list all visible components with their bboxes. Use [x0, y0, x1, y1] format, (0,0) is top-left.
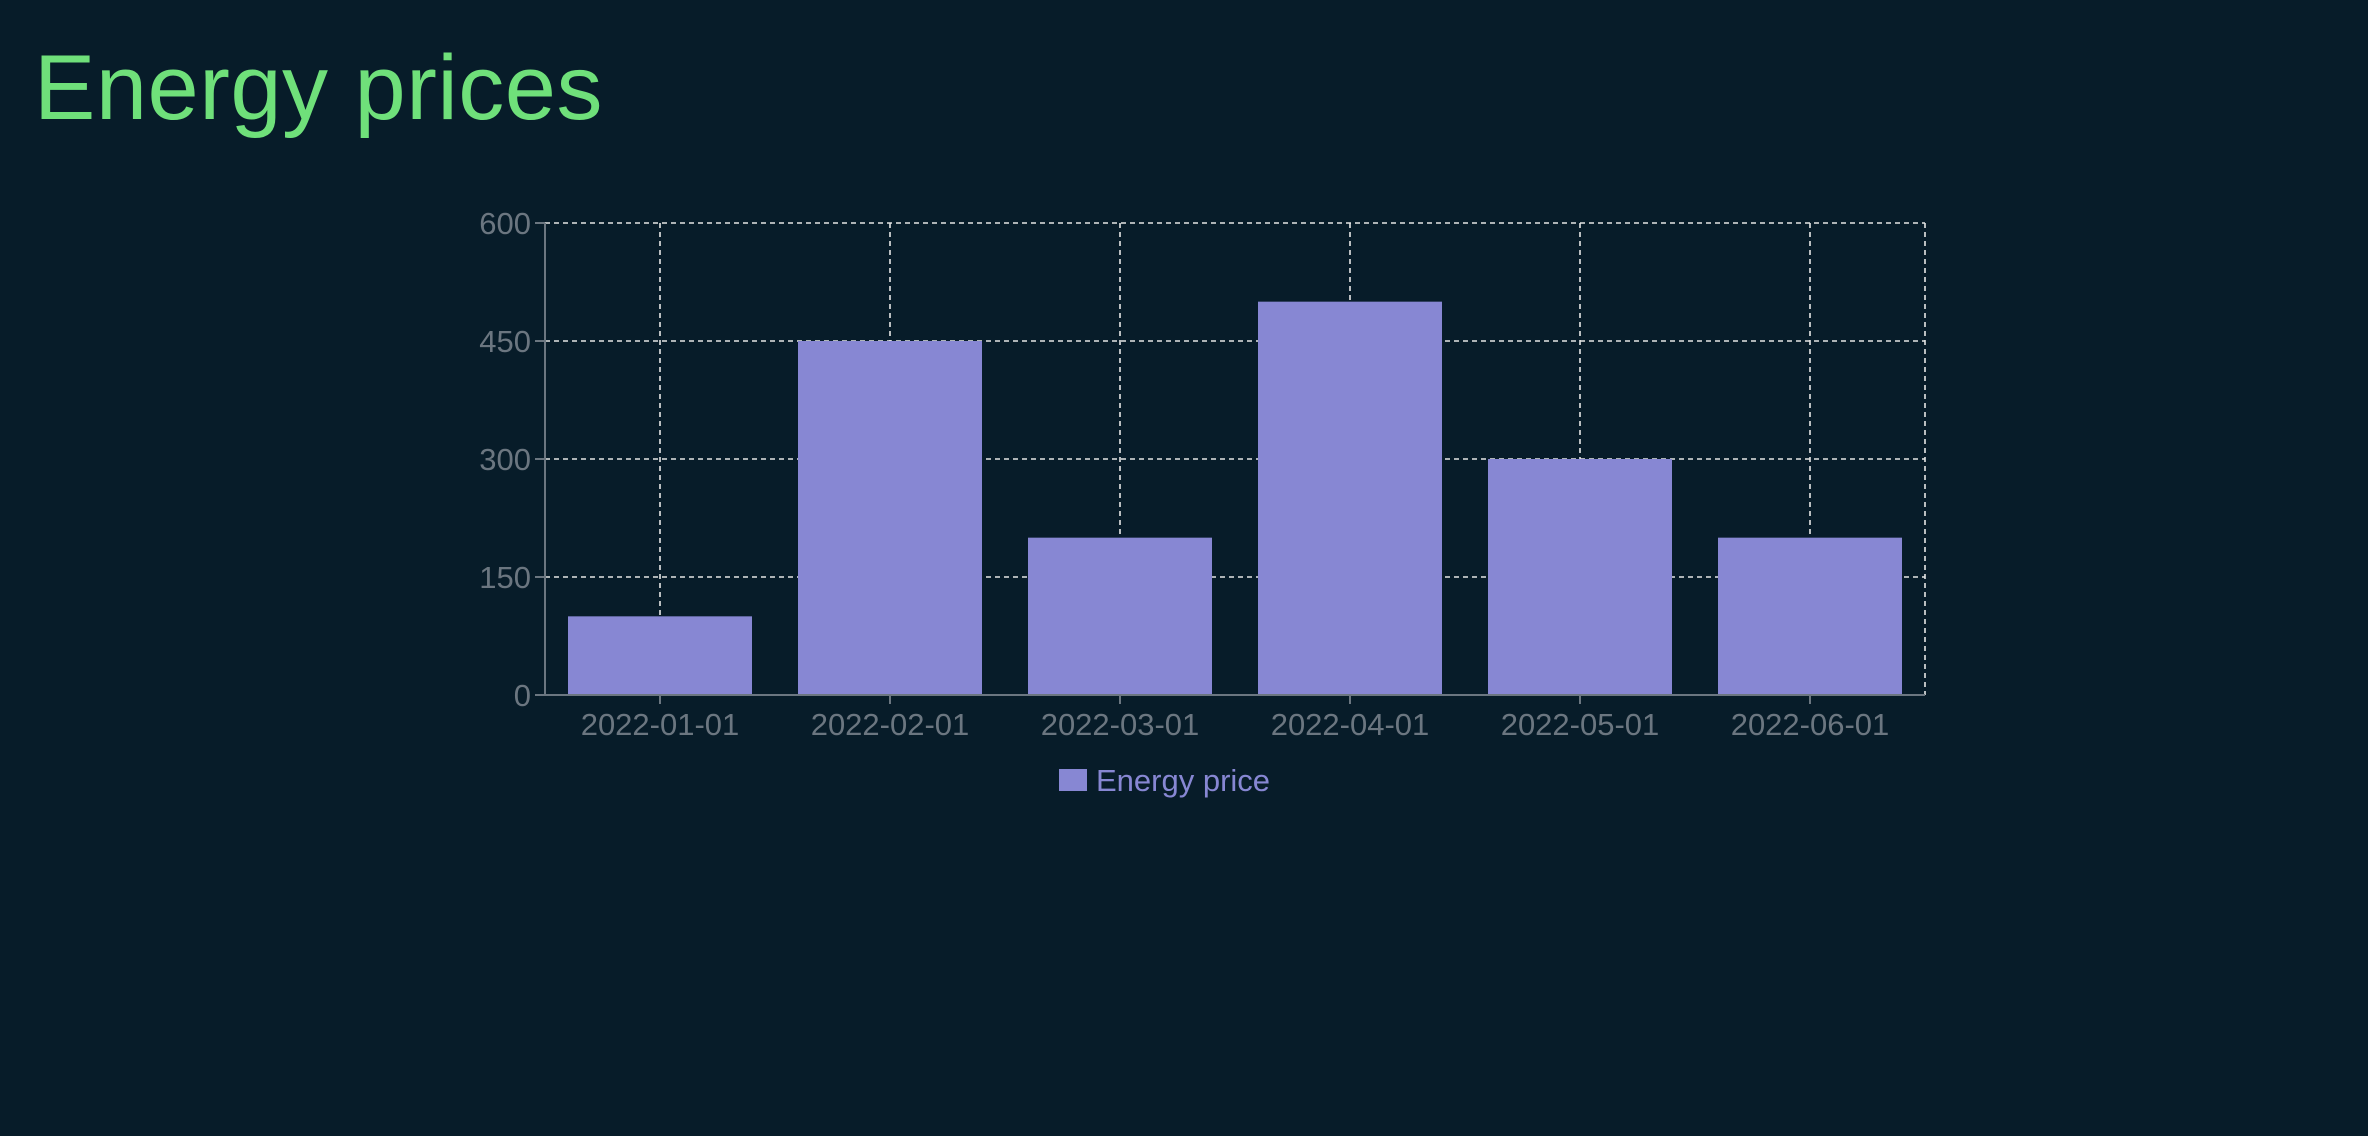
x-tick-label: 2022-06-01: [1731, 707, 1890, 742]
y-tick-label: 600: [479, 206, 531, 241]
x-tick-label: 2022-03-01: [1041, 707, 1200, 742]
x-tick-label: 2022-05-01: [1501, 707, 1660, 742]
y-tick-label: 0: [514, 678, 531, 713]
bar: [1488, 459, 1672, 695]
bar: [1028, 537, 1212, 695]
bar: [1718, 537, 1902, 695]
x-tick-label: 2022-02-01: [811, 707, 970, 742]
y-tick-label: 150: [479, 560, 531, 595]
y-tick-label: 450: [479, 324, 531, 359]
bar: [798, 341, 982, 695]
y-tick-label: 300: [479, 442, 531, 477]
bar: [1258, 301, 1442, 695]
x-tick-label: 2022-01-01: [581, 707, 740, 742]
x-tick-label: 2022-04-01: [1271, 707, 1430, 742]
page-title: Energy prices: [34, 37, 603, 139]
legend-label: Energy price: [1096, 763, 1270, 798]
bar: [568, 616, 752, 695]
legend-swatch: [1059, 769, 1087, 791]
